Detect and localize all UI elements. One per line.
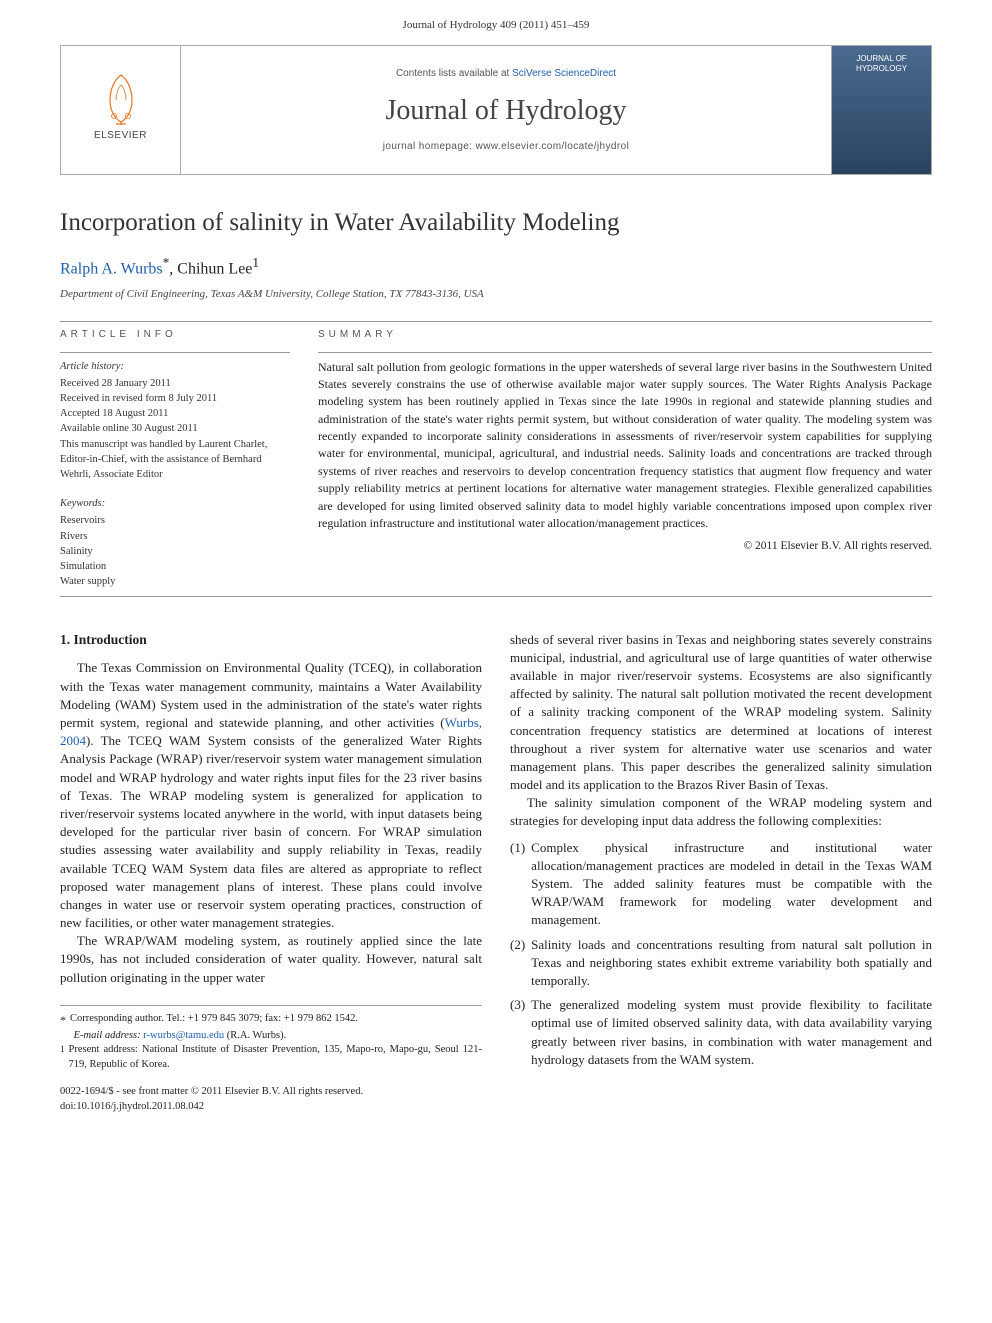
footnotes: * Corresponding author. Tel.: +1 979 845… (60, 1005, 482, 1073)
author-2-sup: 1 (252, 255, 259, 270)
banner-center: Contents lists available at SciVerse Sci… (181, 46, 831, 174)
asterisk-icon: * (60, 1012, 66, 1029)
body-col-left: 1. Introduction The Texas Commission on … (60, 631, 482, 1075)
running-head: Journal of Hydrology 409 (2011) 451–459 (0, 0, 992, 45)
intro-heading: 1. Introduction (60, 631, 482, 650)
keyword: Simulation (60, 559, 290, 574)
keyword: Reservoirs (60, 513, 290, 528)
article-info-col: ARTICLE INFO Article history: Received 2… (60, 328, 290, 590)
keyword: Salinity (60, 544, 290, 559)
list-text: The generalized modeling system must pro… (531, 996, 932, 1069)
history-label: Article history: (60, 359, 290, 374)
history-line: Received in revised form 8 July 2011 (60, 391, 290, 406)
list-num: (2) (510, 936, 525, 991)
history-line: Received 28 January 2011 (60, 376, 290, 391)
keyword: Water supply (60, 574, 290, 589)
history-line: This manuscript was handled by Laurent C… (60, 437, 290, 483)
email-paren: (R.A. Wurbs). (224, 1030, 286, 1041)
list-text: Complex physical infrastructure and inst… (531, 839, 932, 930)
elsevier-logo: ELSEVIER (86, 70, 156, 150)
publisher-name: ELSEVIER (94, 129, 147, 143)
front-matter-line: 0022-1694/$ - see front matter © 2011 El… (60, 1085, 932, 1100)
present-address-note: 1 Present address: National Institute of… (60, 1043, 482, 1072)
list-num: (1) (510, 839, 525, 930)
journal-name: Journal of Hydrology (385, 91, 626, 130)
doi-line: doi:10.1016/j.jhydrol.2011.08.042 (60, 1100, 932, 1115)
keywords-block: Keywords: Reservoirs Rivers Salinity Sim… (60, 496, 290, 589)
homepage-url[interactable]: www.elsevier.com/locate/jhydrol (476, 141, 630, 152)
summary-text: Natural salt pollution from geologic for… (318, 359, 932, 533)
rule-info (60, 352, 290, 353)
list-num: (3) (510, 996, 525, 1069)
affiliation: Department of Civil Engineering, Texas A… (60, 287, 932, 302)
article-info-heading: ARTICLE INFO (60, 328, 290, 342)
list-text: Salinity loads and concentrations result… (531, 936, 932, 991)
sciencedirect-link[interactable]: SciVerse ScienceDirect (512, 68, 616, 79)
cover-title: JOURNAL OF HYDROLOGY (836, 54, 927, 73)
corresponding-note: * Corresponding author. Tel.: +1 979 845… (60, 1012, 482, 1029)
corresponding-text: Corresponding author. Tel.: +1 979 845 3… (70, 1012, 358, 1029)
list-item: (1) Complex physical infrastructure and i… (510, 839, 932, 930)
email-link[interactable]: r-wurbs@tamu.edu (143, 1030, 224, 1041)
homepage-prefix: journal homepage: (383, 141, 476, 152)
email-label: E-mail address: (74, 1030, 144, 1041)
summary-col: SUMMARY Natural salt pollution from geol… (318, 328, 932, 590)
list-item: (3) The generalized modeling system must … (510, 996, 932, 1069)
author-2: Chihun Lee (177, 261, 252, 278)
article-history: Article history: Received 28 January 201… (60, 359, 290, 483)
journal-banner: ELSEVIER Contents lists available at Sci… (60, 45, 932, 175)
elsevier-tree-icon (96, 70, 146, 125)
keywords-label: Keywords: (60, 496, 290, 511)
contents-prefix: Contents lists available at (396, 68, 512, 79)
present-address-text: Present address: National Institute of D… (69, 1043, 483, 1072)
history-line: Available online 30 August 2011 (60, 421, 290, 436)
rule-bottom (60, 596, 932, 597)
contents-available-line: Contents lists available at SciVerse Sci… (396, 67, 616, 81)
list-item: (2) Salinity loads and concentrations res… (510, 936, 932, 991)
author-line: Ralph A. Wurbs*, Chihun Lee1 (60, 254, 932, 281)
complexities-list: (1) Complex physical infrastructure and i… (510, 839, 932, 1069)
article-front: Incorporation of salinity in Water Avail… (0, 205, 992, 1074)
body-col-right: sheds of several river basins in Texas a… (510, 631, 932, 1075)
intro-p3: The salinity simulation component of the… (510, 794, 932, 830)
intro-p1b: ). The TCEQ WAM System consists of the g… (60, 733, 482, 930)
history-line: Accepted 18 August 2011 (60, 406, 290, 421)
intro-p1a: The Texas Commission on Environmental Qu… (60, 660, 482, 730)
article-title: Incorporation of salinity in Water Avail… (60, 205, 932, 240)
sup-1: 1 (60, 1043, 65, 1072)
author-1-link[interactable]: Ralph A. Wurbs (60, 261, 163, 278)
journal-homepage-line: journal homepage: www.elsevier.com/locat… (383, 140, 629, 154)
summary-heading: SUMMARY (318, 328, 932, 342)
summary-copyright: © 2011 Elsevier B.V. All rights reserved… (318, 538, 932, 554)
keyword: Rivers (60, 529, 290, 544)
intro-p1: The Texas Commission on Environmental Qu… (60, 659, 482, 932)
intro-p2: The WRAP/WAM modeling system, as routine… (60, 932, 482, 987)
body-two-column: 1. Introduction The Texas Commission on … (60, 631, 932, 1075)
publisher-logo-box: ELSEVIER (61, 46, 181, 174)
rule-summary (318, 352, 932, 353)
info-summary-row: ARTICLE INFO Article history: Received 2… (60, 328, 932, 590)
rule-top (60, 321, 932, 322)
doi-block: 0022-1694/$ - see front matter © 2011 El… (0, 1075, 992, 1134)
intro-p2-cont: sheds of several river basins in Texas a… (510, 631, 932, 795)
email-line: E-mail address: r-wurbs@tamu.edu (R.A. W… (60, 1029, 482, 1044)
journal-cover-thumb: JOURNAL OF HYDROLOGY (831, 46, 931, 174)
